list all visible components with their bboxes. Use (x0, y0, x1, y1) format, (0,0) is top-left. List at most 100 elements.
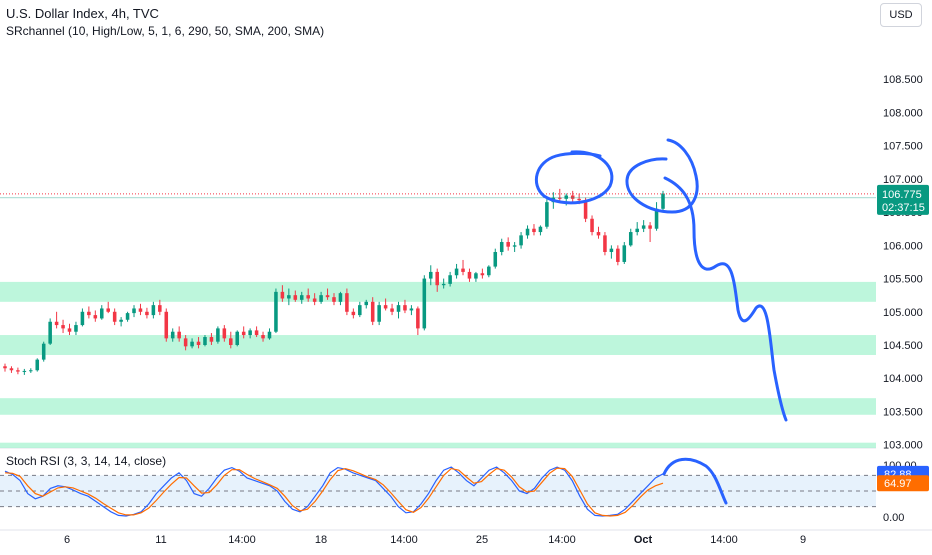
candle-body (203, 337, 207, 346)
candle-body (209, 337, 214, 342)
candle-body (325, 295, 330, 298)
stoch-legend[interactable]: Stoch RSI (3, 3, 14, 14, close) (6, 454, 167, 468)
candle-body (538, 226, 543, 233)
candle-body (306, 295, 310, 299)
candle-body (280, 291, 285, 299)
drawing-circle-left (534, 150, 614, 205)
candle-body (29, 370, 33, 372)
candle-body (428, 271, 433, 279)
candle-body (525, 228, 530, 236)
price-tick-label: 103.000 (883, 440, 923, 452)
candle-body (351, 311, 356, 316)
candle-body (177, 331, 181, 339)
candle-body (577, 198, 581, 201)
candle-body (487, 266, 491, 276)
candle-body (383, 305, 388, 309)
candle-body (622, 245, 627, 262)
candle-body (332, 297, 336, 302)
candle-body (274, 291, 278, 332)
candle-body (61, 325, 65, 329)
candle-body (132, 308, 136, 314)
price-tick-label: 108.000 (883, 107, 923, 119)
price-tick-label: 104.500 (883, 340, 923, 352)
countdown-value: 02:37:15 (882, 202, 925, 214)
candle-body (558, 197, 562, 199)
candle-body (441, 283, 446, 286)
candle-body (570, 195, 575, 199)
candle-body (648, 225, 652, 229)
indicator-legend[interactable]: SRchannel (10, High/Low, 5, 1, 6, 290, 5… (6, 24, 325, 38)
price-tick-label: 103.500 (883, 406, 923, 418)
candle-body (590, 218, 594, 233)
candle-body (461, 268, 465, 272)
candle-body (67, 328, 72, 332)
candle-body (519, 235, 523, 246)
candle-body (170, 331, 175, 339)
candle-body (235, 331, 240, 346)
candle-body (454, 268, 459, 276)
sr-zone-1 (0, 335, 876, 355)
candle-body (654, 208, 659, 229)
drawing-forecast-path (663, 176, 788, 422)
candle-body (377, 305, 381, 322)
candle-body (338, 293, 343, 302)
candle-body (358, 305, 362, 316)
price-tick-label: 108.500 (883, 74, 923, 86)
candle-body (190, 341, 194, 347)
candle-body (603, 235, 607, 252)
time-tick-label: Oct (634, 534, 653, 546)
candle-body (661, 193, 665, 209)
candle-body (138, 308, 143, 312)
candle-body (93, 315, 98, 319)
time-tick-label: 14:00 (548, 534, 576, 546)
candle-body (319, 295, 323, 302)
candle-body (545, 202, 549, 227)
candle-body (448, 275, 452, 284)
candle-body (480, 273, 485, 276)
price-tick-label: 107.500 (883, 141, 923, 153)
time-tick-label: 14:00 (390, 534, 418, 546)
candle-body (125, 313, 130, 320)
candle-body (145, 311, 149, 316)
candle-body (35, 359, 40, 371)
candle-body (609, 248, 614, 252)
candle-body (467, 271, 472, 279)
candle-body (345, 293, 349, 312)
time-tick-label: 18 (315, 534, 327, 546)
drawing-circle-right (625, 138, 699, 214)
stoch-d-value: 64.97 (884, 478, 912, 490)
candle-body (564, 195, 569, 199)
stoch-tick-label: 0.00 (883, 512, 904, 524)
currency-button[interactable]: USD (880, 3, 922, 27)
price-axis-background (876, 0, 932, 550)
candle-body (312, 298, 317, 302)
candle-body (493, 251, 498, 267)
stoch-d-line (4, 467, 664, 517)
candle-body (506, 242, 510, 247)
candle-body (390, 308, 394, 312)
candle-body (635, 228, 639, 233)
candle-body (183, 338, 188, 347)
candle-body (267, 331, 272, 339)
candle-body (119, 319, 123, 322)
candle-body (474, 273, 478, 279)
time-tick-label: 11 (155, 534, 166, 546)
price-tick-label: 107.000 (883, 174, 923, 186)
candle-body (80, 311, 85, 326)
candle-body (396, 305, 401, 312)
candle-body (74, 325, 78, 332)
last-price-value: 106.775 (882, 189, 922, 201)
candle-body (48, 321, 52, 344)
candle-body (287, 295, 291, 299)
candle-body (416, 308, 420, 329)
candle-body (422, 278, 427, 329)
candle-body (41, 343, 46, 360)
candle-body (370, 301, 375, 322)
price-tick-label: 105.500 (883, 274, 923, 286)
candle-body (616, 248, 620, 262)
stoch-d-badge (877, 475, 929, 492)
sr-zone-2 (0, 398, 876, 415)
candle-body (409, 308, 414, 311)
